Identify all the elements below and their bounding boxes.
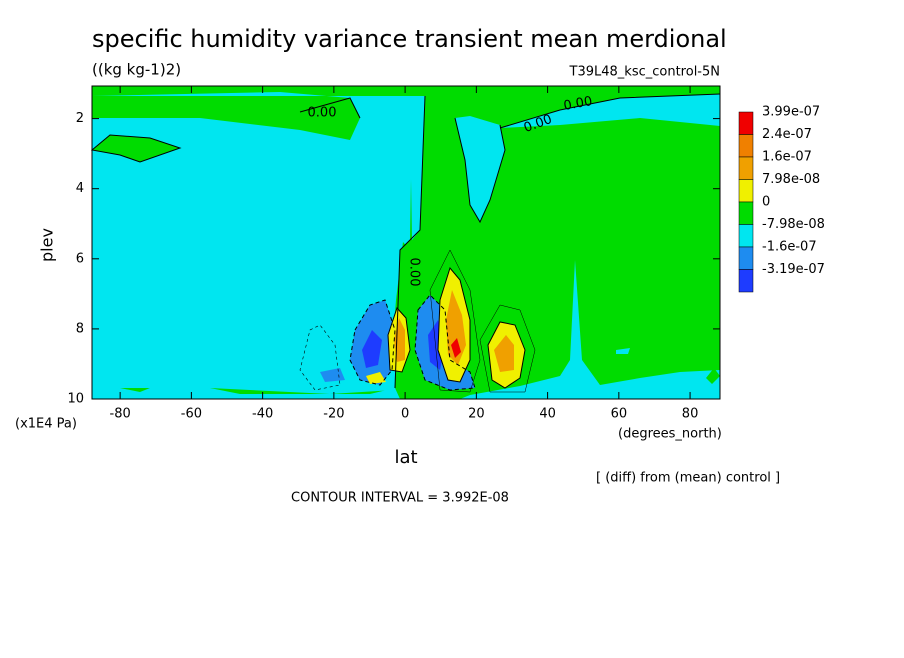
chart-title: specific humidity variance transient mea… xyxy=(92,25,727,53)
colorbar-label: 0 xyxy=(762,195,770,210)
x-tick-label: -80 xyxy=(110,407,131,422)
colorbar-label: 1.6e-07 xyxy=(762,150,812,165)
colorbar-box xyxy=(738,201,754,225)
colorbar-box xyxy=(738,269,754,293)
contour-field xyxy=(90,86,721,399)
y-tick-label: 6 xyxy=(76,251,84,266)
colorbar-box xyxy=(738,134,754,158)
contour-label: 0.00 xyxy=(407,258,422,287)
x-tick-label: -40 xyxy=(252,407,273,422)
chart-subtitle: ((kg kg-1)2) xyxy=(92,61,181,79)
colorbar-label: -7.98e-08 xyxy=(762,217,825,232)
x-unit: (degrees_north) xyxy=(618,427,722,442)
x-tick-label: -20 xyxy=(323,407,344,422)
y-axis-label: plev xyxy=(38,228,57,262)
y-tick-label: 4 xyxy=(76,181,84,196)
colorbar-label: 7.98e-08 xyxy=(762,172,820,187)
colorbar-label: 2.4e-07 xyxy=(762,127,812,142)
colorbar-box xyxy=(738,179,754,203)
x-tick-label: 20 xyxy=(468,407,485,422)
x-tick-label: -60 xyxy=(181,407,202,422)
y-tick-label: 2 xyxy=(76,111,84,126)
x-tick-label: 80 xyxy=(682,407,699,422)
colorbar-label: -1.6e-07 xyxy=(762,240,817,255)
x-tick-label: 60 xyxy=(611,407,628,422)
note: [ (diff) from (mean) control ] xyxy=(596,471,780,486)
y-unit: (x1E4 Pa) xyxy=(15,417,77,432)
contour-interval: CONTOUR INTERVAL = 3.992E-08 xyxy=(291,491,509,506)
colorbar-box xyxy=(738,224,754,248)
run-label: T39L48_ksc_control-5N xyxy=(569,65,720,80)
colorbar-label: -3.19e-07 xyxy=(762,262,825,277)
colorbar-box xyxy=(738,111,754,135)
x-tick-label: 0 xyxy=(401,407,409,422)
plot-frame xyxy=(91,85,721,400)
x-axis-label: lat xyxy=(394,447,417,468)
y-tick-label: 8 xyxy=(76,321,84,336)
colorbar-box xyxy=(738,156,754,180)
colorbar-box xyxy=(738,246,754,270)
colorbar-label: 3.99e-07 xyxy=(762,105,820,120)
contour-label: 0.00 xyxy=(308,106,337,121)
contour-label: 0.00 xyxy=(562,94,593,114)
x-tick-label: 40 xyxy=(539,407,556,422)
y-tick-label: 10 xyxy=(67,392,84,407)
